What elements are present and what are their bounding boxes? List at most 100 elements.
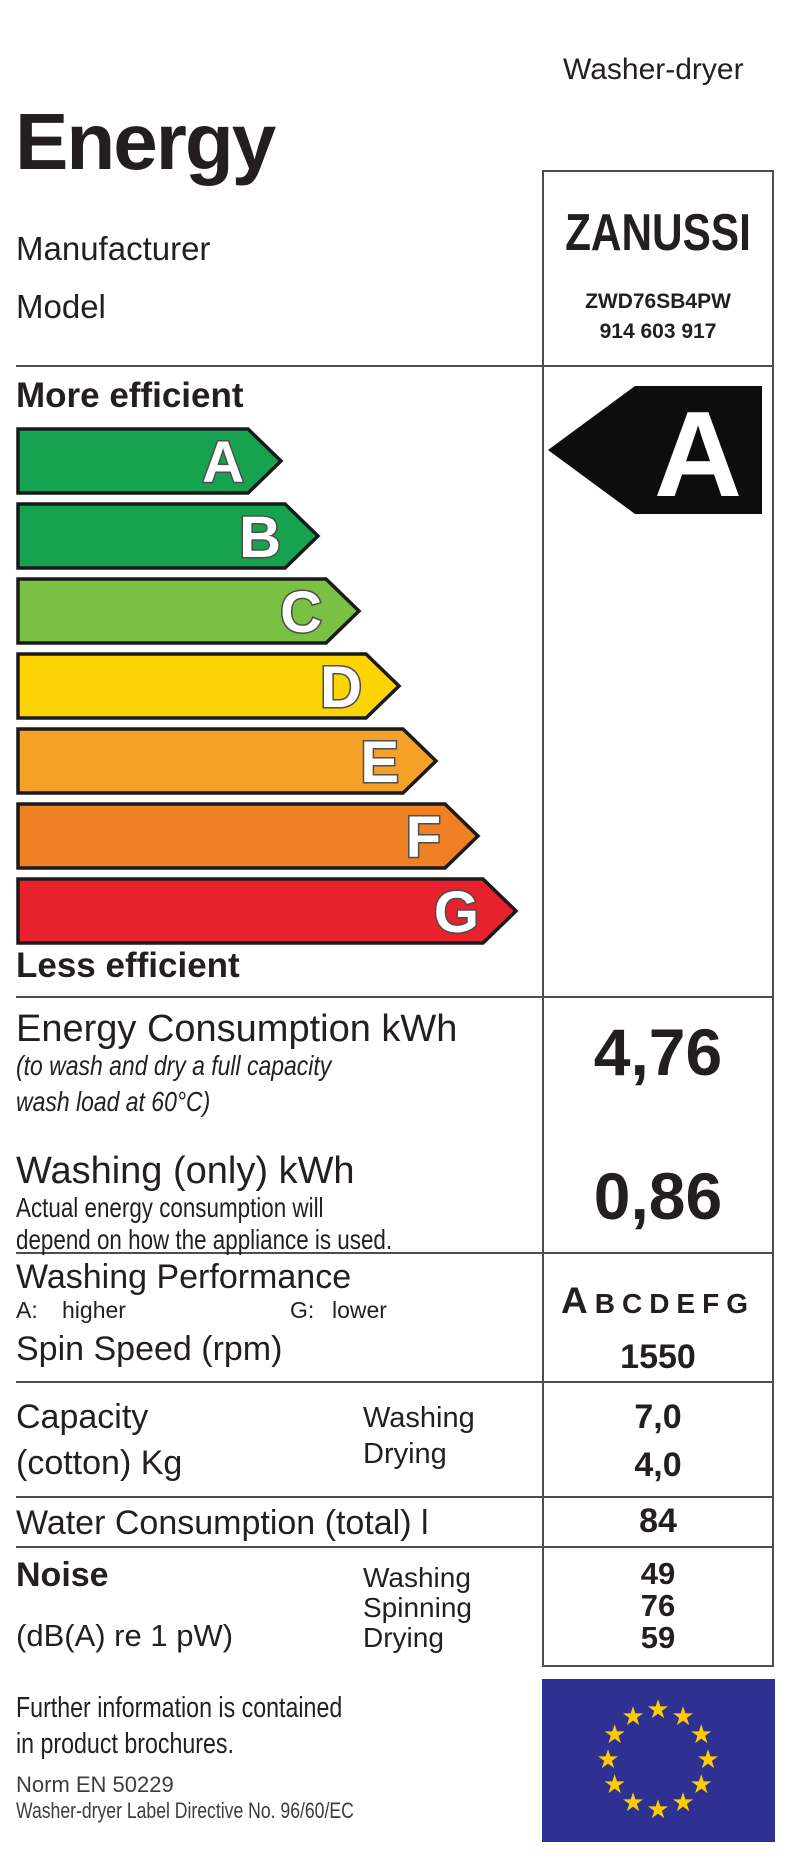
- eu-flag-star: ★: [621, 1700, 645, 1731]
- rating-bar-shape: [16, 502, 321, 570]
- eu-flag-star: ★: [596, 1744, 620, 1774]
- performance-scale-rest: BCDEFG: [594, 1288, 755, 1319]
- performance-a-desc: higher: [62, 1297, 126, 1323]
- washing-performance-title: Washing Performance: [16, 1258, 352, 1296]
- eu-flag-star: ★: [646, 1794, 670, 1824]
- noise-subtitle: (dB(A) re 1 pW): [16, 1618, 234, 1653]
- washing-only-value: 0,86: [593, 1159, 723, 1233]
- eu-flag-star: ★: [646, 1694, 670, 1724]
- more-efficient-label: More efficient: [16, 376, 244, 415]
- footer-info-line1-text: Further information is contained: [16, 1692, 343, 1724]
- performance-scale: ABCDEFG: [542, 1280, 774, 1322]
- capacity-title-line1: Capacity: [16, 1398, 149, 1436]
- rating-bar-shape: [16, 652, 402, 720]
- brand-logo: ZANUSSI: [542, 202, 774, 262]
- energy-consumption-note1: (to wash and dry a full capacity: [16, 1050, 400, 1082]
- eu-flag-star: ★: [696, 1744, 720, 1774]
- rating-bar-shape: [16, 427, 284, 495]
- footer-directive-text: Washer-dryer Label Directive No. 96/60/E…: [16, 1798, 354, 1823]
- noise-drying-label: Drying: [363, 1622, 444, 1653]
- manufacturer-label: Manufacturer: [16, 230, 211, 267]
- washing-only-note2-text: depend on how the appliance is used.: [16, 1224, 393, 1255]
- rating-indicator-arrow: A: [548, 386, 762, 515]
- capacity-drying-value: 4,0: [634, 1446, 682, 1484]
- divider-performance: [16, 1381, 774, 1383]
- rating-bar-a: A: [16, 427, 284, 495]
- energy-consumption-title: Energy Consumption kWh: [16, 1008, 458, 1050]
- washing-only-note1: Actual energy consumption will: [16, 1192, 400, 1224]
- rating-bar-g: G: [16, 877, 519, 945]
- brand-logo-text: ZANUSSI: [565, 202, 751, 262]
- less-efficient-label: Less efficient: [16, 946, 240, 985]
- energy-consumption-note2: wash load at 60°C): [16, 1086, 253, 1118]
- eu-flag-star: ★: [689, 1719, 713, 1749]
- washing-only-title: Washing (only) kWh: [16, 1150, 355, 1192]
- capacity-title-line2: (cotton) Kg: [16, 1444, 183, 1482]
- rating-bar-letter: F: [406, 805, 441, 870]
- washing-only-note2: depend on how the appliance is used.: [16, 1224, 486, 1256]
- rating-bar-letter: G: [434, 880, 479, 945]
- noise-title: Noise: [16, 1556, 109, 1594]
- brand-model-code: ZWD76SB4PW: [585, 290, 731, 313]
- noise-washing-value: 49: [640, 1556, 676, 1591]
- capacity-washing-value: 7,0: [634, 1398, 682, 1436]
- performance-g-label: G:: [290, 1297, 315, 1323]
- product-type-label: Washer-dryer: [563, 53, 744, 86]
- performance-a-label: A:: [16, 1297, 38, 1323]
- brand-model-number: 914 603 917: [599, 320, 717, 343]
- performance-scale-grade: A: [561, 1280, 595, 1321]
- footer-info-line1: Further information is contained: [16, 1692, 424, 1725]
- footer-norm: Norm EN 50229: [16, 1772, 174, 1797]
- page-title: Energy: [15, 97, 276, 186]
- divider-capacity: [16, 1496, 774, 1498]
- spin-speed-value: 1550: [620, 1338, 696, 1376]
- energy-consumption-value: 4,76: [593, 1015, 723, 1089]
- rating-bar-letter: E: [360, 730, 399, 795]
- rating-bar-c: C: [16, 577, 362, 645]
- rating-bar-f: F: [16, 802, 481, 870]
- rating-bar-letter: A: [202, 430, 244, 495]
- divider-scale: [16, 996, 774, 998]
- rating-bar-letter: B: [239, 505, 281, 570]
- rating-indicator-shape: [548, 386, 762, 514]
- noise-washing-label: Washing: [363, 1562, 471, 1593]
- eu-flag-star: ★: [603, 1769, 627, 1799]
- washing-only-note1-text: Actual energy consumption will: [16, 1192, 324, 1223]
- energy-consumption-note2-text: wash load at 60°C): [16, 1086, 211, 1117]
- model-label: Model: [16, 288, 106, 325]
- footer-directive: Washer-dryer Label Directive No. 96/60/E…: [16, 1798, 438, 1824]
- noise-spinning-label: Spinning: [363, 1592, 472, 1623]
- energy-consumption-note1-text: (to wash and dry a full capacity: [16, 1050, 332, 1081]
- noise-drying-value: 59: [640, 1620, 676, 1655]
- water-consumption-value: 84: [639, 1502, 677, 1540]
- eu-flag-star: ★: [621, 1787, 645, 1818]
- eu-flag-star: ★: [689, 1769, 713, 1799]
- divider-water: [16, 1546, 774, 1548]
- rating-bar-shape: [16, 727, 439, 795]
- eu-flag-star: ★: [671, 1700, 695, 1731]
- rating-bar-d: D: [16, 652, 402, 720]
- footer-info-line2-text: in product brochures.: [16, 1728, 234, 1760]
- footer-info-line2: in product brochures.: [16, 1728, 288, 1761]
- rating-bar-e: E: [16, 727, 439, 795]
- rating-bar-shape: [16, 877, 519, 945]
- rating-bar-letter: D: [320, 655, 362, 720]
- rating-bar-shape: [16, 577, 362, 645]
- capacity-washing-label: Washing: [363, 1402, 475, 1434]
- spin-speed-title: Spin Speed (rpm): [16, 1330, 283, 1368]
- performance-g-desc: lower: [332, 1297, 387, 1323]
- rating-bar-letter: C: [280, 580, 322, 645]
- eu-flag-star: ★: [603, 1719, 627, 1749]
- noise-spinning-value: 76: [640, 1588, 676, 1623]
- rating-indicator-letter: A: [654, 386, 742, 515]
- rating-bar-shape: [16, 802, 481, 870]
- divider-energy: [16, 1252, 774, 1254]
- eu-flag-star: ★: [671, 1787, 695, 1818]
- eu-flag: ★ ★ ★ ★ ★ ★ ★ ★ ★ ★ ★ ★: [542, 1679, 775, 1842]
- divider-header: [16, 365, 774, 367]
- capacity-drying-label: Drying: [363, 1438, 447, 1470]
- water-consumption-title: Water Consumption (total) l: [16, 1504, 429, 1542]
- right-column-box: [542, 170, 774, 1667]
